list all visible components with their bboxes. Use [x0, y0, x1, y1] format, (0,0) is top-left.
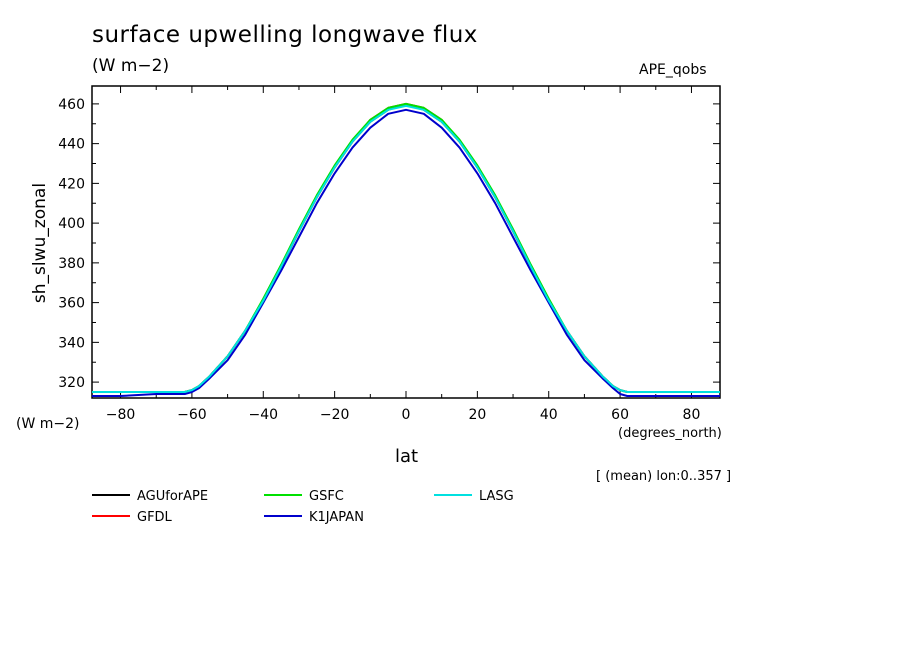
legend-label: GSFC: [309, 489, 344, 504]
averaging-note: [ (mean) lon:0..357 ]: [596, 469, 732, 484]
x-tick-label: 40: [540, 407, 558, 423]
x-tick-label: 0: [402, 407, 411, 423]
y-tick-label: 360: [58, 296, 85, 312]
legend-label: AGUforAPE: [137, 489, 208, 504]
chart-title: surface upwelling longwave flux: [92, 22, 478, 48]
x-tick-label: −80: [106, 407, 136, 423]
x-tick-label: 60: [611, 407, 629, 423]
series-line-k1japan: [92, 108, 720, 397]
y-tick-label: 420: [58, 176, 85, 192]
x-tick-label: 20: [468, 407, 486, 423]
x-tick-label: 80: [683, 407, 701, 423]
y-tick-label: 380: [58, 256, 85, 272]
y-tick-label: 400: [58, 216, 85, 232]
legend-label: GFDL: [137, 510, 173, 525]
y-tick-label: 440: [58, 137, 85, 153]
plot-frame: [91, 85, 721, 399]
y-axis-units: (W m−2): [16, 416, 80, 432]
series-line-lasg: [92, 104, 720, 393]
x-axis-units: (degrees_north): [618, 426, 722, 441]
legend-label: LASG: [479, 489, 514, 504]
series-line-aguforape: [92, 102, 720, 393]
y-tick-label: 460: [58, 97, 85, 113]
series-line-gsfc: [92, 102, 720, 393]
y-tick-label: 320: [58, 375, 85, 391]
x-tick-label: −60: [177, 407, 207, 423]
y-tick-label: 340: [58, 335, 85, 351]
x-tick-label: −20: [320, 407, 350, 423]
x-axis-label: lat: [395, 446, 419, 467]
chart-units: (W m−2): [92, 56, 170, 76]
legend-label: K1JAPAN: [309, 510, 364, 525]
experiment-label: APE_qobs: [639, 62, 707, 78]
x-tick-label: −40: [248, 407, 278, 423]
series-line-gfdl: [92, 102, 720, 393]
